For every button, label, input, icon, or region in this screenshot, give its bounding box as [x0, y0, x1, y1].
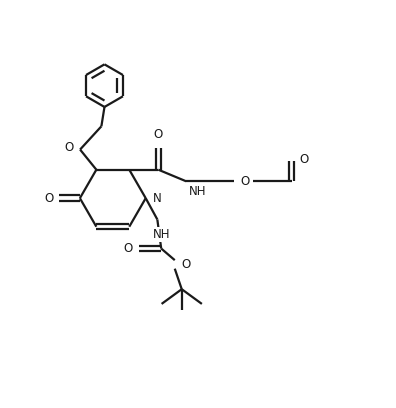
Text: O: O — [65, 142, 74, 155]
Text: NH: NH — [189, 185, 207, 198]
Text: O: O — [154, 129, 163, 142]
Text: O: O — [181, 257, 190, 271]
Text: O: O — [123, 242, 133, 255]
Text: O: O — [44, 192, 53, 205]
Text: O: O — [299, 153, 308, 166]
Text: N: N — [153, 192, 162, 205]
Text: O: O — [241, 175, 250, 188]
Text: NH: NH — [152, 228, 170, 241]
